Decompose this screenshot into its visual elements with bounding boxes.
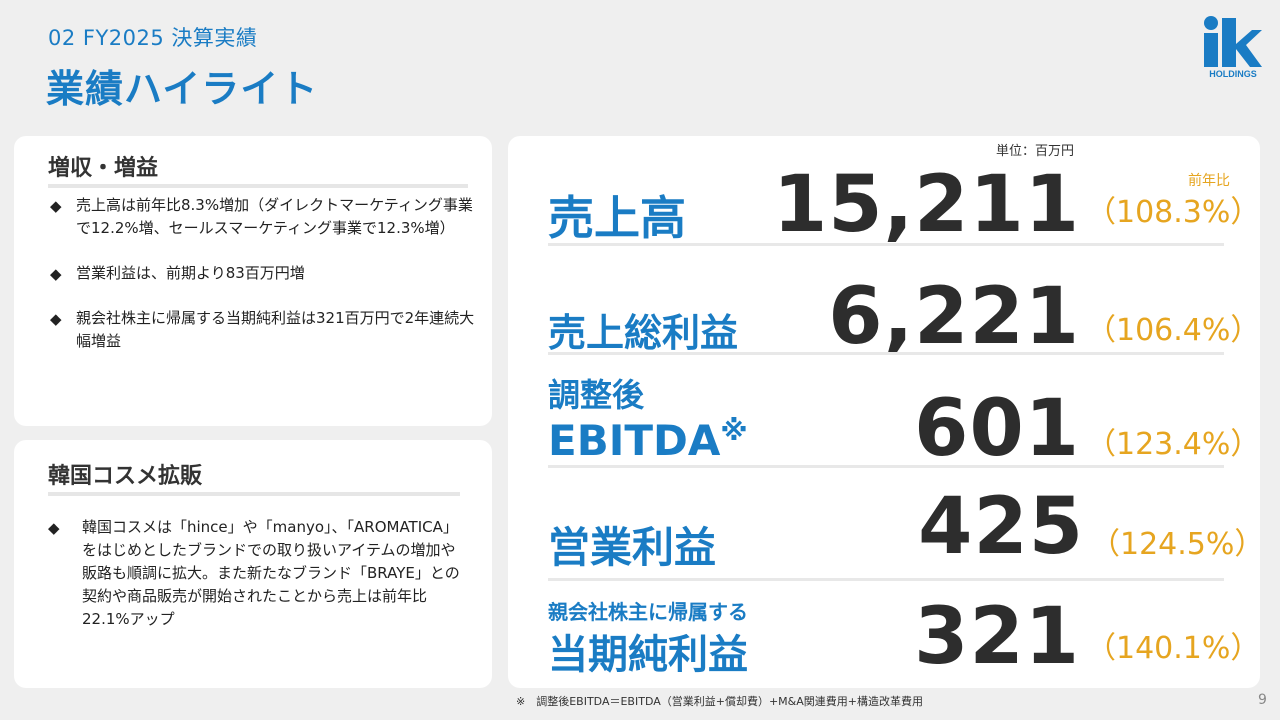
unit-label: 単位：百万円 (996, 144, 1075, 159)
metric-yoy-gross-profit: （106.4%） (1086, 313, 1261, 348)
metric-value-operating-income: 425 (918, 482, 1084, 572)
card-divider (48, 184, 468, 188)
bullet-text: 売上高は前年比8.3%増加（ダイレクトマーケティング事業で12.2%増、セールス… (76, 196, 473, 237)
metric-value-net-income: 321 (914, 592, 1080, 682)
section-label: 02 FY2025 決算実績 (48, 26, 258, 50)
card-heading-korean-cosmetics: 韓国コスメ拡販 (48, 464, 203, 489)
footnote: ※ 調整後EBITDA＝EBITDA（営業利益+償却費）+M&A関連費用+構造改… (516, 695, 923, 708)
row-divider (548, 243, 1224, 246)
growth-bullet-list: ◆ 売上高は前年比8.3%増加（ダイレクトマーケティング事業で12.2%増、セー… (50, 194, 478, 353)
highlight-card-korean-cosmetics: 韓国コスメ拡販 ◆ 韓国コスメは「hince」や「manyo」、「AROMATI… (14, 440, 492, 688)
row-divider (548, 465, 1224, 468)
metric-yoy-operating-income: （124.5%） (1090, 527, 1265, 562)
list-item: ◆ 営業利益は、前期より83百万円増 (50, 262, 478, 285)
diamond-bullet-icon: ◆ (50, 197, 62, 215)
metric-value-gross-profit: 6,221 (828, 272, 1080, 362)
company-logo: HOLDINGS (1200, 14, 1266, 80)
page-title: 業績ハイライト (46, 67, 319, 111)
metric-value-net-sales: 15,211 (773, 160, 1080, 250)
metric-label-adjusted-prefix: 調整後 (548, 376, 645, 414)
list-item: ◆ 売上高は前年比8.3%増加（ダイレクトマーケティング事業で12.2%増、セー… (50, 194, 478, 240)
metrics-card (508, 136, 1260, 688)
korean-cosmetics-bullet-list: ◆ 韓国コスメは「hince」や「manyo」、「AROMATICA」をはじめと… (48, 516, 468, 631)
bullet-text: 韓国コスメは「hince」や「manyo」、「AROMATICA」をはじめとした… (82, 518, 460, 628)
card-heading-growth: 増収・増益 (48, 156, 159, 181)
metric-value-adjusted-ebitda: 601 (914, 384, 1080, 474)
metric-label-net-income: 当期純利益 (548, 632, 748, 678)
yoy-header: 前年比 (1188, 173, 1230, 189)
metric-label-net-sales: 売上高 (548, 191, 686, 245)
ik-logo-icon: HOLDINGS (1204, 16, 1262, 79)
logo-wordmark: HOLDINGS (1209, 69, 1257, 79)
metric-yoy-net-income: （140.1%） (1086, 631, 1261, 666)
diamond-bullet-icon: ◆ (50, 310, 62, 328)
metric-yoy-net-sales: （108.3%） (1086, 195, 1261, 230)
metric-label-attributable-prefix: 親会社株主に帰属する (548, 600, 748, 624)
row-divider (548, 352, 1224, 355)
metric-yoy-adjusted-ebitda: （123.4%） (1086, 427, 1261, 462)
footnote-mark: ※ (720, 414, 748, 447)
row-divider (548, 578, 1224, 581)
card-divider (48, 492, 460, 496)
list-item: ◆ 親会社株主に帰属する当期純利益は321百万円で2年連続大幅増益 (50, 307, 478, 353)
diamond-bullet-icon: ◆ (50, 265, 62, 283)
metric-label-ebitda-text: EBITDA (548, 416, 721, 465)
highlight-card-growth: 増収・増益 ◆ 売上高は前年比8.3%増加（ダイレクトマーケティング事業で12.… (14, 136, 492, 426)
metric-label-gross-profit: 売上総利益 (548, 311, 739, 355)
metric-label-operating-income: 営業利益 (548, 523, 717, 572)
bullet-text: 親会社株主に帰属する当期純利益は321百万円で2年連続大幅増益 (76, 309, 475, 350)
metric-label-ebitda: EBITDA※ (548, 414, 748, 465)
list-item: ◆ 韓国コスメは「hince」や「manyo」、「AROMATICA」をはじめと… (48, 516, 468, 631)
page-number: 9 (1258, 692, 1267, 708)
bullet-text: 営業利益は、前期より83百万円増 (76, 264, 305, 282)
diamond-bullet-icon: ◆ (48, 519, 60, 537)
